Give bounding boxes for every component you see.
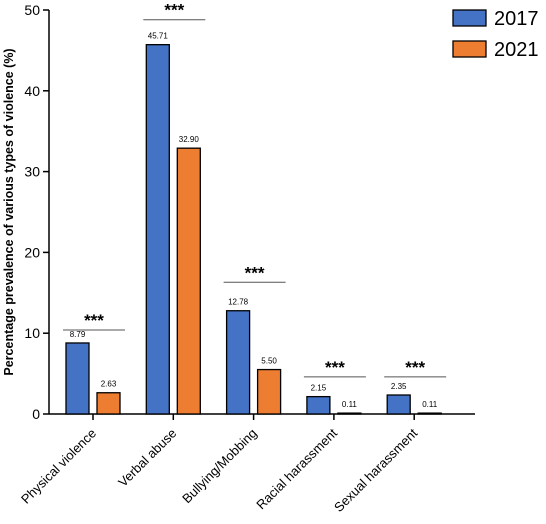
data-label: 12.78 xyxy=(228,298,249,307)
x-category-label: Verbal abuse xyxy=(115,426,179,490)
y-tick-label: 20 xyxy=(24,244,40,260)
significance-marker: *** xyxy=(164,1,184,20)
bar-2017-1 xyxy=(145,44,170,415)
x-category-label: Physical violence xyxy=(18,426,99,507)
bar-2021-3 xyxy=(337,412,362,415)
legend-label: 2017 xyxy=(494,8,539,30)
y-tick-label: 40 xyxy=(24,83,40,99)
legend-swatch-2017 xyxy=(452,9,487,27)
data-label: 0.11 xyxy=(342,400,358,409)
legend-swatch-2021 xyxy=(452,40,487,58)
significance-marker: *** xyxy=(405,358,425,377)
x-category-label: Racial harassment xyxy=(253,425,340,512)
bar-2021-1 xyxy=(176,147,201,415)
bar-2017-0 xyxy=(65,342,90,415)
data-label: 0.11 xyxy=(422,400,438,409)
x-category-label: Bullying/Mobbing xyxy=(179,426,260,507)
bar-2017-2 xyxy=(225,310,251,415)
bar-2021-4 xyxy=(417,412,442,415)
y-tick-label: 30 xyxy=(24,164,40,180)
data-label: 5.50 xyxy=(261,357,277,366)
bar-2017-3 xyxy=(306,395,331,415)
data-label: 8.79 xyxy=(70,330,86,339)
bar-2021-2 xyxy=(256,368,282,415)
significance-marker: *** xyxy=(245,263,265,282)
data-label: 2.15 xyxy=(311,384,327,393)
data-label: 2.35 xyxy=(391,382,407,391)
bar-2017-4 xyxy=(386,394,411,415)
bar-2021-0 xyxy=(96,392,121,415)
significance-marker: *** xyxy=(84,311,104,330)
y-tick-label: 0 xyxy=(32,406,40,422)
x-category-label: Sexual harassment xyxy=(331,425,421,515)
data-label: 2.63 xyxy=(101,380,117,389)
legend-label: 2021 xyxy=(494,39,539,61)
significance-marker: *** xyxy=(325,358,345,377)
y-axis-title: Percentage prevalence of various types o… xyxy=(2,48,16,375)
y-tick-label: 50 xyxy=(24,2,40,18)
data-label: 32.90 xyxy=(179,135,200,144)
data-label: 45.71 xyxy=(148,32,169,41)
y-tick-label: 10 xyxy=(24,325,40,341)
